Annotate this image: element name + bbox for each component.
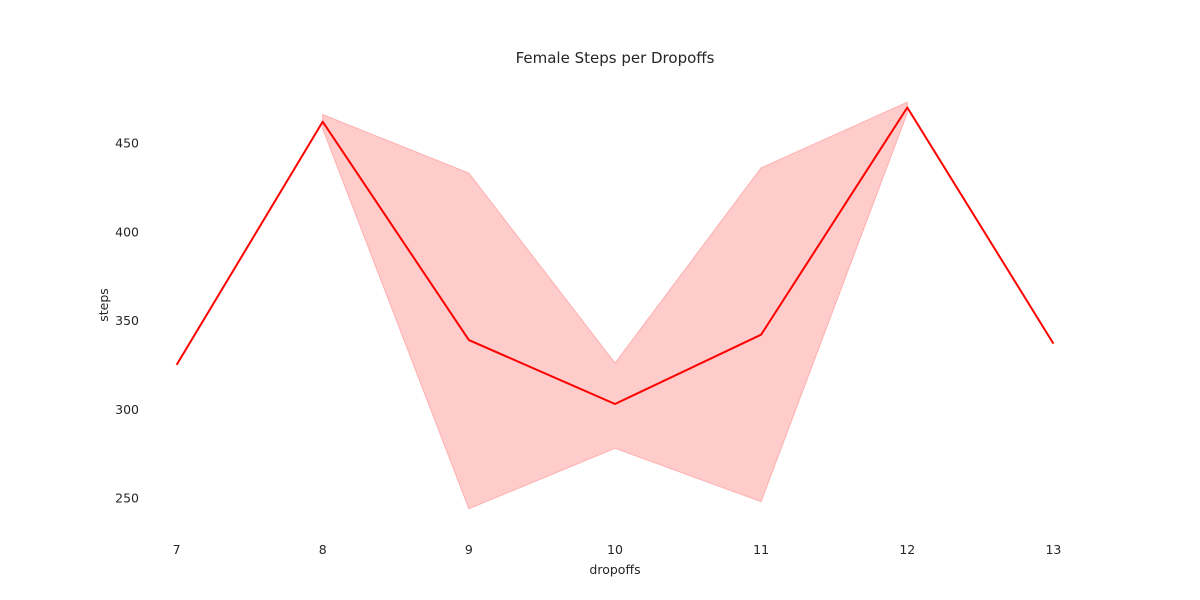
x-tick-label: 9: [465, 542, 473, 557]
y-tick-label: 300: [115, 402, 139, 417]
x-axis-label: dropoffs: [589, 562, 640, 577]
y-axis-label: steps: [96, 288, 111, 322]
y-tick-label: 250: [115, 491, 139, 506]
x-tick-label: 11: [753, 542, 769, 557]
confidence-band-layer: [322, 101, 908, 510]
x-tick-label: 12: [899, 542, 915, 557]
x-tick-label: 13: [1045, 542, 1061, 557]
y-tick-label: 350: [115, 313, 139, 328]
series-line: [175, 106, 1055, 405]
y-tick-label: 400: [115, 224, 139, 239]
chart-title: Female Steps per Dropoffs: [516, 49, 715, 67]
x-tick-label: 8: [319, 542, 327, 557]
y-tick-label: 450: [115, 136, 139, 151]
series-line-layer: [175, 106, 1055, 405]
x-tick-label: 10: [607, 542, 623, 557]
x-tick-label: 7: [173, 542, 181, 557]
y-tick-labels: 250 300 350 400 450: [115, 136, 139, 506]
confidence-band: [322, 101, 908, 510]
x-tick-labels: 7 8 9 10 11 12 13: [173, 542, 1062, 557]
